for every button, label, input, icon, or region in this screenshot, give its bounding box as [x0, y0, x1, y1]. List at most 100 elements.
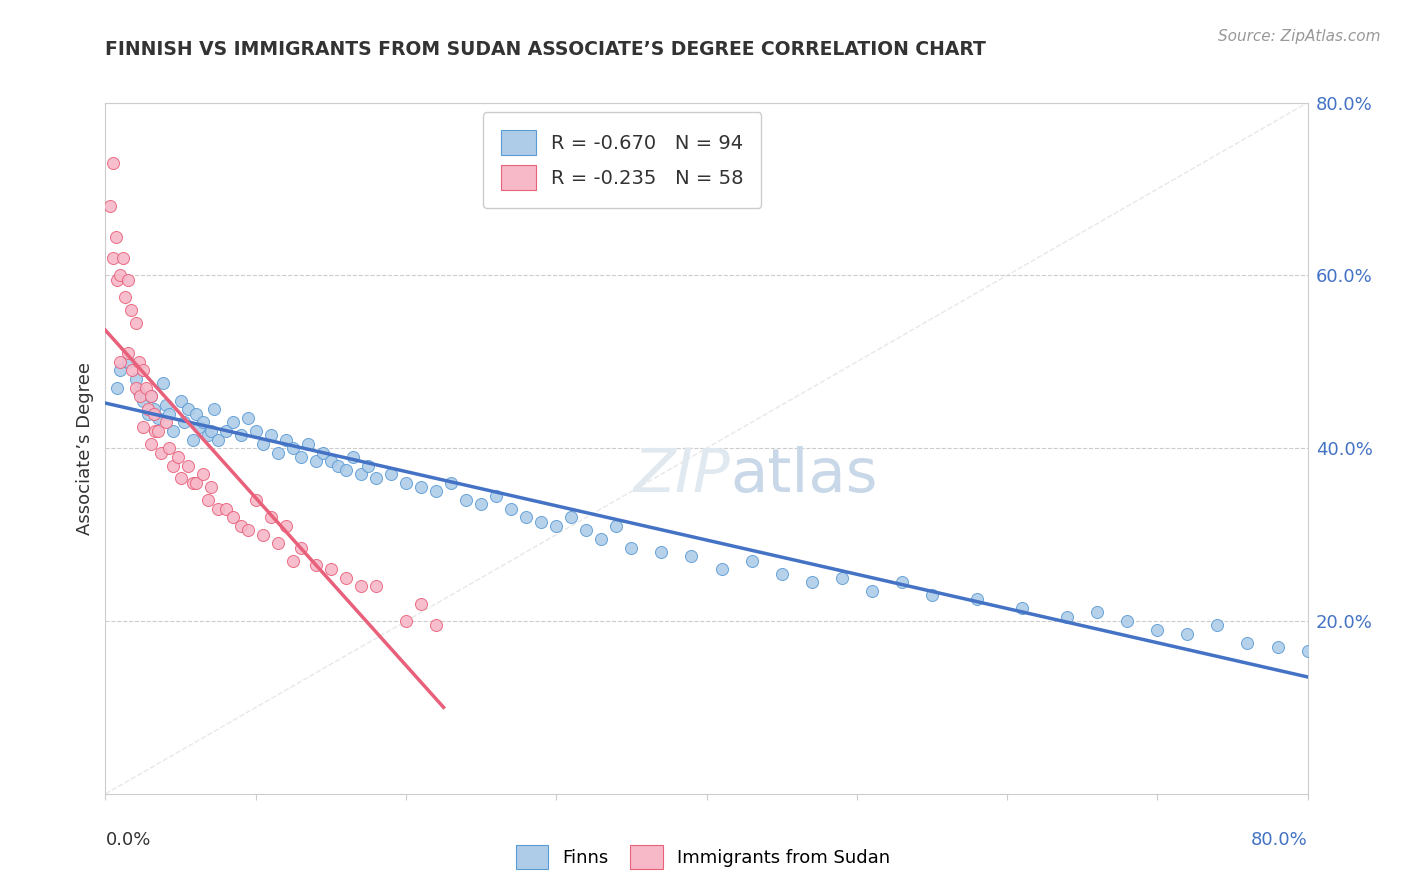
Point — [177, 402, 200, 417]
Point — [132, 393, 155, 408]
Point — [252, 527, 274, 541]
Point — [112, 251, 135, 265]
Point — [591, 532, 613, 546]
Point — [166, 450, 188, 464]
Point — [229, 428, 252, 442]
Point — [966, 592, 988, 607]
Point — [681, 549, 703, 564]
Point — [245, 424, 267, 438]
Point — [260, 428, 283, 442]
Point — [101, 156, 124, 170]
Point — [1056, 609, 1078, 624]
Point — [650, 545, 672, 559]
Point — [350, 580, 373, 594]
Point — [530, 515, 553, 529]
Point — [605, 519, 627, 533]
Point — [181, 475, 204, 490]
Point — [120, 303, 142, 318]
Point — [124, 316, 146, 330]
Point — [274, 433, 297, 447]
Legend: Finns, Immigrants from Sudan: Finns, Immigrants from Sudan — [509, 838, 897, 876]
Point — [252, 437, 274, 451]
Point — [157, 407, 180, 421]
Legend: R = -0.670   N = 94, R = -0.235   N = 58: R = -0.670 N = 94, R = -0.235 N = 58 — [484, 112, 762, 208]
Point — [162, 458, 184, 473]
Point — [214, 501, 236, 516]
Point — [305, 558, 328, 572]
Point — [454, 493, 477, 508]
Text: 0.0%: 0.0% — [105, 831, 150, 849]
Point — [290, 450, 312, 464]
Point — [139, 389, 162, 403]
Point — [129, 389, 152, 403]
Text: ZIP: ZIP — [634, 446, 731, 506]
Point — [142, 402, 165, 417]
Point — [335, 463, 357, 477]
Point — [184, 407, 207, 421]
Point — [169, 471, 191, 485]
Point — [152, 376, 174, 391]
Point — [238, 524, 260, 538]
Point — [267, 445, 290, 459]
Point — [214, 424, 236, 438]
Point — [395, 475, 418, 490]
Point — [207, 433, 229, 447]
Point — [110, 268, 132, 283]
Point — [770, 566, 793, 581]
Point — [409, 480, 432, 494]
Point — [238, 411, 260, 425]
Point — [546, 519, 568, 533]
Point — [197, 428, 219, 442]
Text: FINNISH VS IMMIGRANTS FROM SUDAN ASSOCIATE’S DEGREE CORRELATION CHART: FINNISH VS IMMIGRANTS FROM SUDAN ASSOCIA… — [105, 40, 987, 59]
Point — [191, 467, 214, 482]
Point — [155, 415, 177, 429]
Point — [128, 385, 150, 400]
Point — [135, 381, 157, 395]
Point — [197, 493, 219, 508]
Point — [117, 273, 139, 287]
Text: 80.0%: 80.0% — [1251, 831, 1308, 849]
Point — [128, 355, 150, 369]
Point — [290, 541, 312, 555]
Point — [200, 424, 222, 438]
Point — [1175, 627, 1198, 641]
Point — [1236, 635, 1258, 649]
Point — [710, 562, 733, 576]
Point — [260, 510, 283, 524]
Point — [1011, 601, 1033, 615]
Point — [575, 524, 598, 538]
Point — [283, 553, 305, 567]
Point — [1116, 614, 1139, 628]
Point — [409, 597, 432, 611]
Point — [200, 480, 222, 494]
Point — [114, 290, 136, 304]
Point — [124, 381, 146, 395]
Point — [380, 467, 402, 482]
Point — [173, 415, 195, 429]
Point — [107, 273, 129, 287]
Text: atlas: atlas — [731, 446, 879, 506]
Y-axis label: Associate’s Degree: Associate’s Degree — [76, 362, 94, 534]
Point — [132, 363, 155, 377]
Point — [107, 381, 129, 395]
Point — [184, 475, 207, 490]
Point — [110, 363, 132, 377]
Point — [364, 580, 387, 594]
Point — [146, 411, 169, 425]
Point — [222, 510, 245, 524]
Point — [342, 450, 364, 464]
Point — [297, 437, 319, 451]
Point — [620, 541, 643, 555]
Point — [1206, 618, 1229, 632]
Point — [191, 415, 214, 429]
Point — [139, 437, 162, 451]
Point — [150, 445, 173, 459]
Point — [222, 415, 245, 429]
Point — [207, 501, 229, 516]
Point — [425, 618, 447, 632]
Point — [440, 475, 463, 490]
Point — [350, 467, 373, 482]
Point — [560, 510, 582, 524]
Point — [132, 419, 155, 434]
Point — [143, 424, 166, 438]
